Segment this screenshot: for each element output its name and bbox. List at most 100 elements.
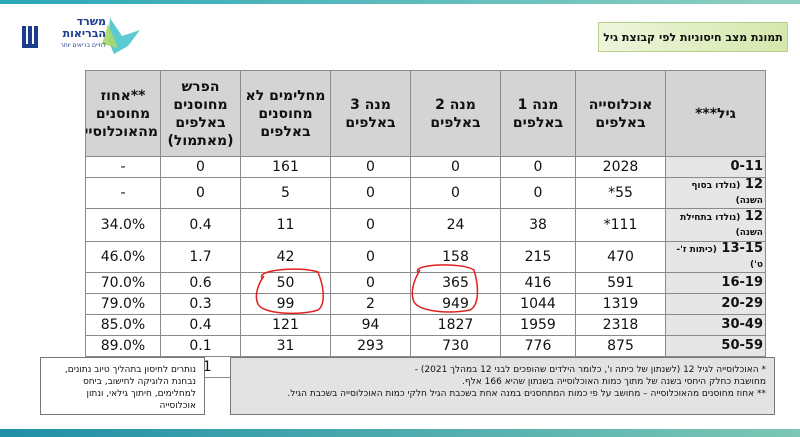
top-bar [0, 0, 800, 4]
data-cell: 1044 [500, 293, 576, 315]
data-cell: 42 [240, 241, 331, 273]
data-cell: 111* [575, 208, 666, 242]
age-cell: 20-29 [665, 293, 766, 315]
footnote: * האוכלוסייה לגיל 12 (לשנתון של כיתה ו',… [414, 365, 766, 375]
data-cell: 0 [330, 208, 411, 242]
age-label: 16-19 [721, 275, 763, 290]
table-row: 13-15 (כיתות ז'-ט') 470 215 158 0 42 1.7 46.0% [85, 241, 766, 273]
vaccination-table: גיל*** אוכלוסייה באלפים מנה 1 באלפים מנה 2 … [85, 70, 766, 378]
age-label: 0-11 [730, 159, 763, 174]
column-header: אוכלוסייה באלפים [575, 70, 666, 157]
data-cell: 85.0% [85, 314, 161, 336]
age-cell: 12 (נולדו בתחילת השנה) [665, 208, 766, 242]
data-cell: 0 [410, 156, 501, 178]
data-cell: 875 [575, 335, 666, 357]
data-cell: 0 [500, 156, 576, 178]
age-label: 30-49 [721, 317, 763, 332]
data-cell: 0 [330, 156, 411, 178]
data-cell: 0 [410, 177, 501, 209]
data-cell: 24 [410, 208, 501, 242]
data-cell: 2 [330, 293, 411, 315]
data-cell: 1959 [500, 314, 576, 336]
table-row: 30-49 2318 1959 1827 94 121 0.4 85.0% [85, 314, 766, 336]
table-body: 0-11 2028 0 0 0 161 0-12 (נולדו בסוף השנה) 55* 0… [85, 156, 766, 378]
data-cell: 215 [500, 241, 576, 273]
data-cell: 0 [330, 272, 411, 294]
table-row: 20-29 1319 1044 949 2 99 0.3 79.0% [85, 293, 766, 315]
data-cell: 1319 [575, 293, 666, 315]
table-row: 12 (נולדו בתחילת השנה) 111* 38 24 0 11 0.4 34.0… [85, 208, 766, 242]
data-cell: 38 [500, 208, 576, 242]
column-header: מנה 3 באלפים [330, 70, 411, 157]
column-header: מנה 2 באלפים [410, 70, 501, 157]
data-cell: 730 [410, 335, 501, 357]
data-cell: 470 [575, 241, 666, 273]
data-cell: 0 [330, 177, 411, 209]
column-header: מחלימים לא מחוסנים באלפים [240, 70, 331, 157]
data-cell: 0.4 [160, 314, 241, 336]
note-box: נותרים לחיסון בתהליך טיוב נתונים, נבחנת … [40, 357, 205, 415]
table-row: 16-19 591 416 365 0 50 0.6 70.0% [85, 272, 766, 294]
logo-name: משרד הבריאות [62, 15, 106, 40]
data-cell: 31 [240, 335, 331, 357]
data-cell: 161 [240, 156, 331, 178]
data-cell: 89.0% [85, 335, 161, 357]
header-row: גיל*** אוכלוסייה באלפים מנה 1 באלפים מנה 2 … [85, 70, 766, 157]
table-row: 0-11 2028 0 0 0 161 0- [85, 156, 766, 178]
table-row: 50-59 875 776 730 293 31 0.1 89.0% [85, 335, 766, 357]
data-cell: 0 [160, 156, 241, 178]
data-cell: 50 [240, 272, 331, 294]
age-label: 12 [744, 209, 763, 224]
data-cell: 121 [240, 314, 331, 336]
data-cell: 1.7 [160, 241, 241, 273]
data-cell: 416 [500, 272, 576, 294]
age-cell: 13-15 (כיתות ז'-ט') [665, 241, 766, 273]
footnote: ** אחוז מחוסנים מהאוכלוסייה – מחושב על פ… [287, 389, 766, 399]
data-cell: - [85, 156, 161, 178]
age-note: (נולדו בתחילת השנה) [680, 213, 763, 238]
table-row: 12 (נולדו בסוף השנה) 55* 0 0 0 5 0- [85, 177, 766, 209]
data-cell: 0 [330, 241, 411, 273]
note-text: נותרים לחיסון בתהליך טיוב נתונים, נבחנת … [64, 365, 196, 411]
data-cell: 2318 [575, 314, 666, 336]
data-cell: 94 [330, 314, 411, 336]
data-cell: 5 [240, 177, 331, 209]
data-cell: 70.0% [85, 272, 161, 294]
data-cell: 46.0% [85, 241, 161, 273]
age-label: 20-29 [721, 296, 763, 311]
data-cell: 365 [410, 272, 501, 294]
data-cell: 0 [160, 177, 241, 209]
data-cell: 0.6 [160, 272, 241, 294]
age-note: (כיתות ז'-ט') [676, 245, 763, 270]
data-cell: 591 [575, 272, 666, 294]
age-cell: 50-59 [665, 335, 766, 357]
data-cell: 0.1 [160, 335, 241, 357]
age-label: 13-15 [721, 241, 763, 256]
data-cell: 0.4 [160, 208, 241, 242]
column-header: הפרש מחוסנים באלפים (מאתמול) [160, 70, 241, 157]
age-note: (נולדו בסוף השנה) [691, 181, 763, 206]
data-cell: 0 [500, 177, 576, 209]
logo-tagline: לחיים בריאים יותר [60, 42, 106, 49]
data-cell: 2028 [575, 156, 666, 178]
data-cell: 0.3 [160, 293, 241, 315]
data-cell: 293 [330, 335, 411, 357]
data-cell: 158 [410, 241, 501, 273]
data-cell: 949 [410, 293, 501, 315]
bottom-bar [0, 429, 800, 437]
footnote: מחושבת כחלק היחסי בשנה של מתוך כמות האוכ… [462, 377, 766, 387]
age-cell: 12 (נולדו בסוף השנה) [665, 177, 766, 209]
age-label: 12 [744, 177, 763, 192]
column-header: מנה 1 באלפים [500, 70, 576, 157]
data-cell: 776 [500, 335, 576, 357]
data-cell: 55* [575, 177, 666, 209]
age-label: 50-59 [721, 338, 763, 353]
data-cell: 79.0% [85, 293, 161, 315]
column-header: **אחוז מחוסנים מהאוכלוסייה [85, 70, 161, 157]
age-cell: 16-19 [665, 272, 766, 294]
column-header: גיל*** [665, 70, 766, 157]
logo-mark [22, 18, 140, 54]
data-cell: 1827 [410, 314, 501, 336]
